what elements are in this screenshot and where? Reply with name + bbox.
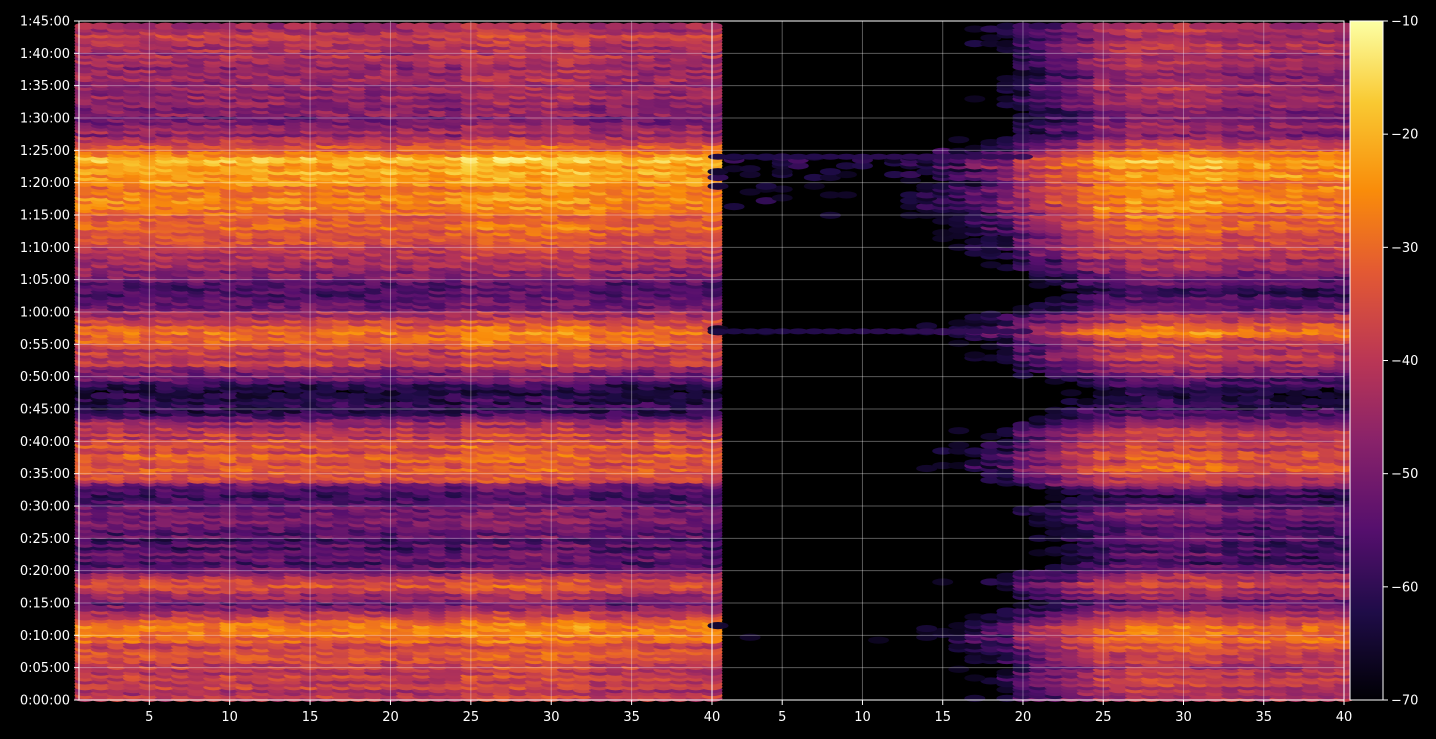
chart-canvas: 0:00:000:05:000:10:000:15:000:20:000:25:… bbox=[20, 15, 1419, 726]
heatmap-figure: 0:00:00 0:05:00 0:10:00 0:15:00 0:20:00 0:25:… bbox=[20, 15, 1419, 726]
